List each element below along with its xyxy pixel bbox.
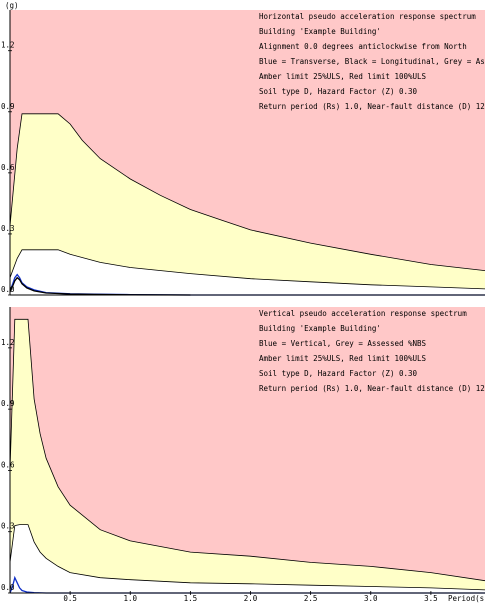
amber-limit-line [9,524,485,591]
y-tick-labels: 1.2 0.9 0.6 0.3 0.0 [1,338,15,594]
info-line: Alignment 0.0 degrees anticlockwise from… [259,42,467,51]
chart-info-text: Horizontal pseudo acceleration response … [259,12,485,111]
info-line: Blue = Transverse, Black = Longitudinal,… [259,57,485,66]
y-tick-label: 0.3 [1,522,15,531]
y-tick-label: 0.6 [1,163,15,172]
y-tick-label: 0.0 [1,285,15,294]
y-tick-label: 0.6 [1,460,15,469]
info-line: Soil type D, Hazard Factor (Z) 0.30 [259,369,418,378]
info-line: Vertical pseudo acceleration response sp… [259,309,467,318]
below-amber-area [10,524,485,593]
info-line: Building 'Example Building' [259,324,381,333]
x-tick-label: 3.0 [364,594,378,603]
series-line-longitudinal [9,276,191,296]
red-limit-line [9,318,485,582]
info-line: Return period (Rs) 1.0, Near-fault dista… [259,102,485,111]
info-line: Amber limit 25%ULS, Red limit 100%ULS [259,354,427,363]
red-zone-area [10,307,485,593]
y-tick-labels: 1.2 0.9 0.6 0.3 0.0 [1,41,15,296]
y-tick-label: 0.3 [1,224,15,233]
x-tick-label: 2.0 [244,594,258,603]
amber-limit-line [9,249,485,290]
x-tick-label: 0.5 [63,594,77,603]
y-tick-label: 0.9 [1,399,15,408]
info-line: Return period (Rs) 1.0, Near-fault dista… [259,384,485,393]
horizontal-spectrum-chart: 1.2 0.9 0.6 0.3 0.0 Horizontal pseudo accele… [1,10,485,296]
info-line: Soil type D, Hazard Factor (Z) 0.30 [259,87,418,96]
below-amber-area [10,249,485,295]
y-tick-label: 1.2 [1,41,15,50]
y-tick-label: 0.9 [1,102,15,111]
red-limit-line [9,113,485,271]
info-line: Blue = Vertical, Grey = Assessed %NBS [259,339,427,348]
y-tick-label: 0.0 [1,583,15,592]
info-line: Building 'Example Building' [259,27,381,36]
x-tick-label: 3.5 [424,594,438,603]
y-unit-label: (g) [5,1,19,10]
y-tick-label: 1.2 [1,338,15,347]
vertical-spectrum-chart: 1.2 0.9 0.6 0.3 0.0 0.5 1.0 1.5 2.0 2.5 3.0 3.5 Pe… [1,307,485,603]
x-tick-label: 1.5 [184,594,198,603]
x-axis-label: Period(s) [448,594,485,603]
x-tick-label: 2.5 [304,594,318,603]
chart-info-text: Vertical pseudo acceleration response sp… [259,309,485,393]
amber-zone-area [10,113,485,295]
info-line: Amber limit 25%ULS, Red limit 100%ULS [259,72,427,81]
info-line: Horizontal pseudo acceleration response … [259,12,476,21]
x-tick-label: 1.0 [123,594,137,603]
x-tick-labels: 0.5 1.0 1.5 2.0 2.5 3.0 3.5 [63,591,438,603]
